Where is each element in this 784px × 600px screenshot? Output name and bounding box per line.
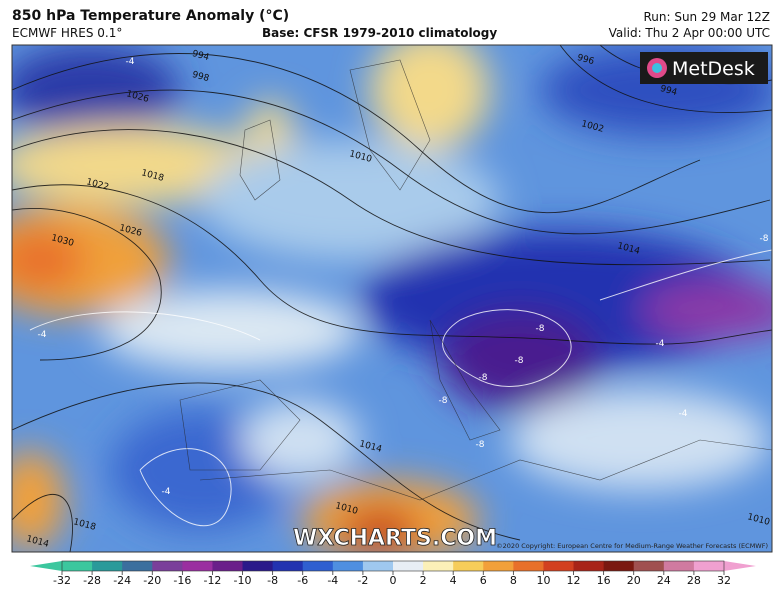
copyright: ©2020 Copyright: European Centre for Med… bbox=[496, 542, 768, 550]
anomaly-label: -8 bbox=[515, 356, 524, 366]
colorbar-segment bbox=[453, 561, 484, 571]
colorbar-end-high bbox=[724, 561, 756, 571]
colorbar-tick-label: 28 bbox=[687, 574, 701, 587]
colorbar-segment bbox=[62, 561, 93, 571]
coastlines bbox=[179, 59, 772, 501]
anomaly-label: -4 bbox=[679, 409, 688, 419]
colorbar-tick-label: 16 bbox=[597, 574, 611, 587]
anomaly-label: -8 bbox=[536, 324, 545, 334]
colorbar-segment bbox=[513, 561, 544, 571]
colorbar-segment bbox=[693, 561, 725, 571]
colorbar-tick-label: -16 bbox=[173, 574, 191, 587]
colorbar-tick-label: -10 bbox=[234, 574, 252, 587]
anomaly-label: -8 bbox=[476, 440, 485, 450]
colorbar-tick-label: 4 bbox=[450, 574, 457, 587]
colorbar-tick-label: 32 bbox=[717, 574, 731, 587]
colorbar-tick-label: -28 bbox=[83, 574, 101, 587]
colorbar-segment bbox=[633, 561, 665, 571]
colorbar-tick-label: -12 bbox=[203, 574, 221, 587]
colorbar-segment bbox=[603, 561, 635, 571]
base: Base: CFSR 1979-2010 climatology bbox=[262, 26, 498, 40]
anomaly-label: -4 bbox=[162, 487, 171, 497]
anomaly-label: -4 bbox=[656, 339, 665, 349]
isobar-label: 994 bbox=[659, 84, 678, 98]
colorbar-segment bbox=[362, 561, 394, 571]
colorbar-tick-label: -4 bbox=[327, 574, 338, 587]
valid-time: Valid: Thu 2 Apr 00:00 UTC bbox=[608, 26, 770, 40]
colorbar-tick-label: 8 bbox=[510, 574, 517, 587]
colorbar-segment bbox=[663, 561, 695, 571]
colorbar-tick-label: -2 bbox=[357, 574, 368, 587]
colorbar-segment bbox=[423, 561, 454, 571]
colorbar-tick-label: 0 bbox=[390, 574, 397, 587]
colorbar-tick-label: 6 bbox=[480, 574, 487, 587]
colorbar-tick-label: 20 bbox=[627, 574, 641, 587]
colorbar-segment bbox=[393, 561, 424, 571]
colorbar-segment bbox=[573, 561, 605, 571]
brand-name: MetDesk bbox=[672, 58, 755, 80]
watermark: WXCHARTS.COM bbox=[293, 526, 497, 551]
anomaly-label: -4 bbox=[126, 57, 135, 67]
brand-logo bbox=[640, 52, 768, 84]
colorbar-segment bbox=[242, 561, 274, 571]
colorbar-segment bbox=[122, 561, 153, 571]
colorbar-segment bbox=[212, 561, 244, 571]
colorbar-segment bbox=[182, 561, 213, 571]
colorbar-tick-label: -32 bbox=[53, 574, 71, 587]
anomaly-label: -8 bbox=[439, 396, 448, 406]
colorbar-segment bbox=[152, 561, 183, 571]
colorbar-tick-label: -20 bbox=[143, 574, 161, 587]
anomaly-label: -8 bbox=[760, 234, 769, 244]
model: ECMWF HRES 0.1° bbox=[12, 26, 123, 40]
colorbar: -32 -28 -24 -20 -16 -12 -10 -8 -6 -4 -2 0 2 4 6 8 10 12 16… bbox=[30, 560, 756, 587]
colorbar-segment bbox=[272, 561, 304, 571]
anomaly-label: -4 bbox=[38, 330, 47, 340]
colorbar-segment bbox=[332, 561, 364, 571]
colorbar-end-low bbox=[30, 561, 62, 571]
colorbar-tick-label: 24 bbox=[657, 574, 671, 587]
anomaly-label: -8 bbox=[479, 373, 488, 383]
map-field bbox=[12, 45, 772, 552]
map-frame bbox=[11, 44, 773, 553]
colorbar-tick-label: 2 bbox=[420, 574, 427, 587]
colorbar-segment bbox=[543, 561, 575, 571]
colorbar-tick-label: 10 bbox=[536, 574, 550, 587]
colorbar-segment bbox=[92, 561, 123, 571]
colorbar-tick-label: -8 bbox=[267, 574, 278, 587]
colorbar-segment bbox=[483, 561, 514, 571]
isobar-label: 994 bbox=[191, 49, 210, 63]
brand-icon-inner bbox=[652, 63, 662, 73]
run-time: Run: Sun 29 Mar 12Z bbox=[643, 10, 770, 24]
anomaly-contours bbox=[29, 249, 772, 527]
colorbar-tick-label: -6 bbox=[297, 574, 308, 587]
colorbar-tick-label: -24 bbox=[113, 574, 131, 587]
isobar-label: 998 bbox=[191, 70, 210, 84]
colorbar-segment bbox=[302, 561, 334, 571]
title: 850 hPa Temperature Anomaly (°C) bbox=[12, 8, 290, 24]
isobar-label: 996 bbox=[576, 53, 595, 67]
colorbar-tick-label: 12 bbox=[567, 574, 581, 587]
